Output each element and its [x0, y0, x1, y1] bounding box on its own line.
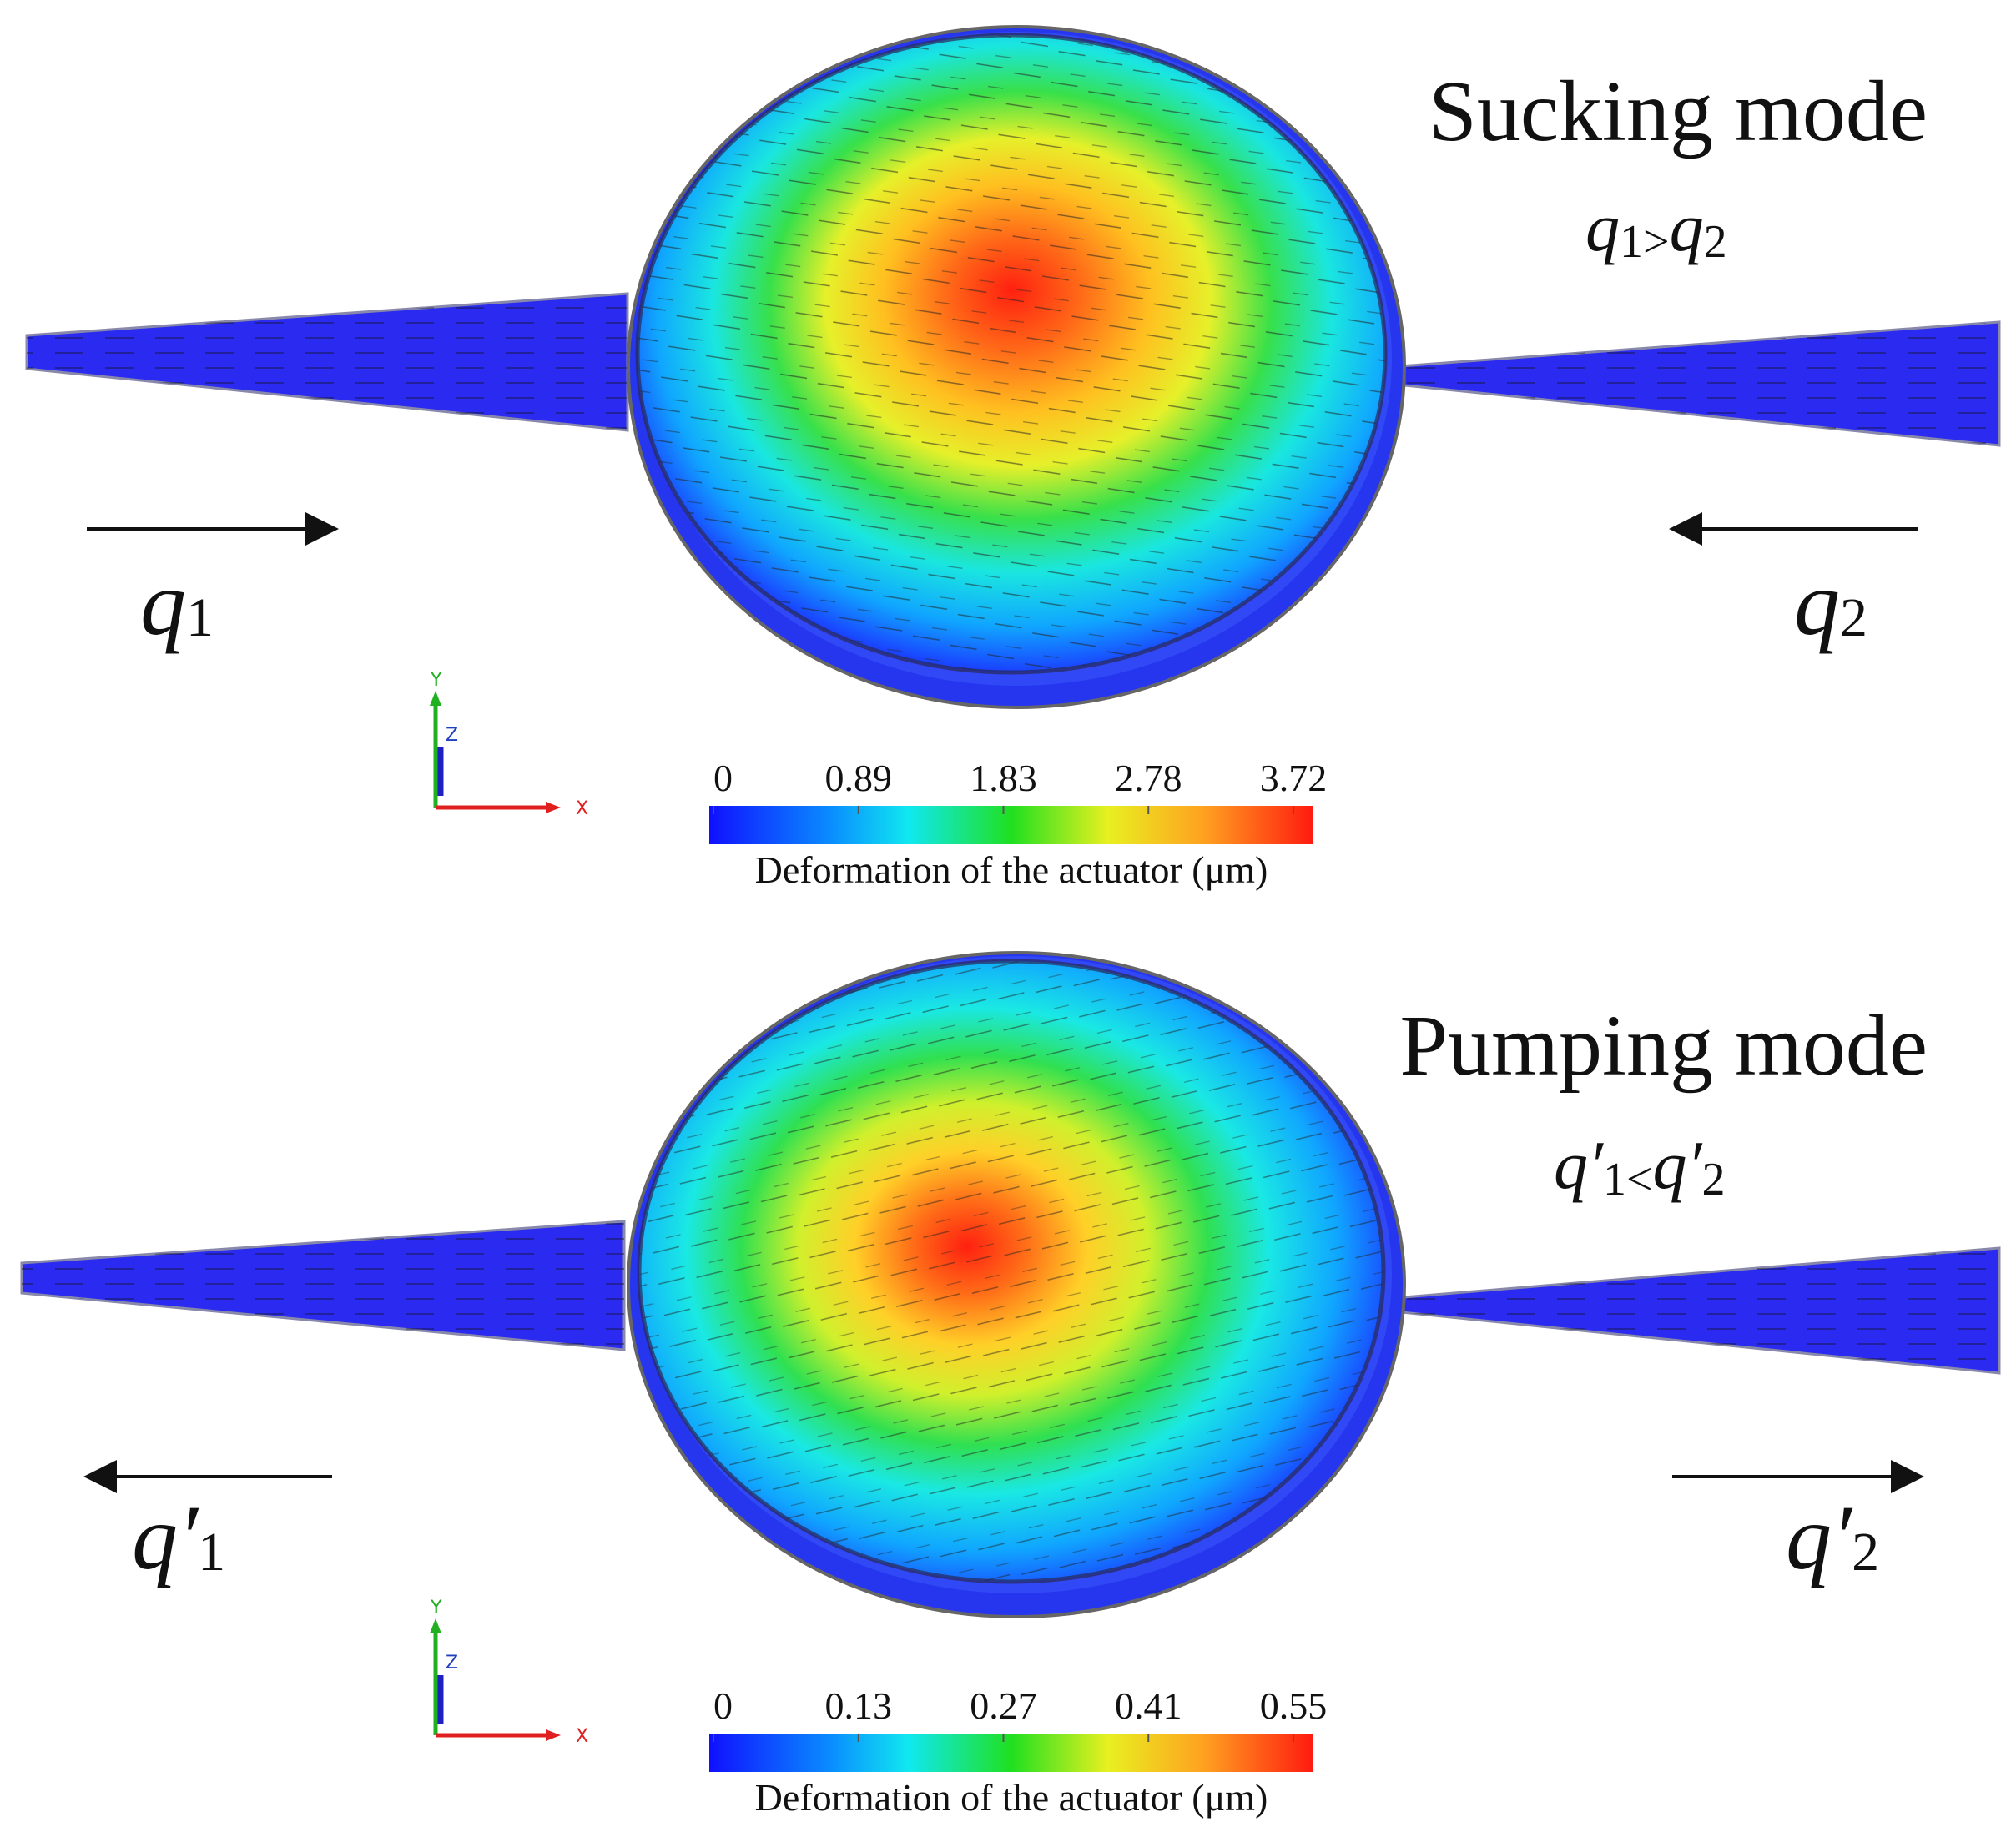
colorbar-label: Deformation of the actuator (μm)	[755, 848, 1268, 891]
left-channel	[20, 1220, 626, 1351]
actuator-chamber	[627, 951, 1406, 1618]
colorbar-gradient	[709, 806, 1313, 844]
colorbar-gradient	[709, 1734, 1313, 1772]
pumping-panel: Pumping mode q′1<q′2 q′1 q′2 Y Z X 0 0.13…	[20, 951, 2001, 1819]
colorbar-tick-label: 0	[713, 757, 733, 799]
svg-text:X: X	[576, 798, 588, 819]
axes-triad: Y Z X	[430, 1598, 588, 1747]
flow-label-right: q2	[1794, 552, 1867, 654]
colorbar-tick-label: 0.41	[1115, 1684, 1182, 1727]
colorbar-tick-label: 2.78	[1115, 757, 1182, 799]
colorbar: 0 0.89 1.83 2.78 3.72 Deformation of the act…	[709, 757, 1327, 891]
colorbar: 0 0.13 0.27 0.41 0.55 Deformation of the act…	[709, 1684, 1327, 1819]
axes-triad: Y Z X	[430, 670, 588, 819]
svg-text:X: X	[576, 1726, 588, 1747]
right-channel	[1392, 1246, 2001, 1375]
flow-label-left: q1	[140, 552, 214, 654]
flow-relation: q′1<q′2	[1554, 1127, 1725, 1205]
mode-title: Sucking mode	[1429, 63, 1928, 159]
colorbar-tick-label: 3.72	[1260, 757, 1328, 799]
svg-text:Y: Y	[430, 1598, 442, 1618]
svg-text:Z: Z	[446, 725, 458, 746]
svg-text:Y: Y	[430, 670, 442, 691]
colorbar-tick-label: 0.89	[825, 757, 893, 799]
colorbar-ticks: 0 0.13 0.27 0.41 0.55	[713, 1684, 1327, 1742]
colorbar-tick-label: 1.83	[970, 757, 1037, 799]
flow-label-right: q′2	[1786, 1487, 1879, 1588]
sucking-panel: Sucking mode q1>q2 q1 q2 Y Z X 0 0.89 1.83…	[25, 25, 2001, 891]
colorbar-tick-label: 0.13	[825, 1684, 893, 1727]
colorbar-tick-label: 0	[713, 1684, 733, 1727]
colorbar-ticks: 0 0.89 1.83 2.78 3.72	[713, 757, 1327, 814]
right-channel	[1387, 320, 2001, 447]
flow-label-left: q′1	[132, 1487, 225, 1588]
svg-text:Z: Z	[446, 1653, 458, 1673]
actuator-chamber	[627, 25, 1406, 709]
mode-title: Pumping mode	[1399, 998, 1928, 1094]
colorbar-tick-label: 0.55	[1260, 1684, 1328, 1727]
flow-relation: q1>q2	[1585, 189, 1727, 268]
left-channel	[25, 292, 629, 432]
colorbar-label: Deformation of the actuator (μm)	[755, 1776, 1268, 1819]
colorbar-tick-label: 0.27	[970, 1684, 1037, 1727]
